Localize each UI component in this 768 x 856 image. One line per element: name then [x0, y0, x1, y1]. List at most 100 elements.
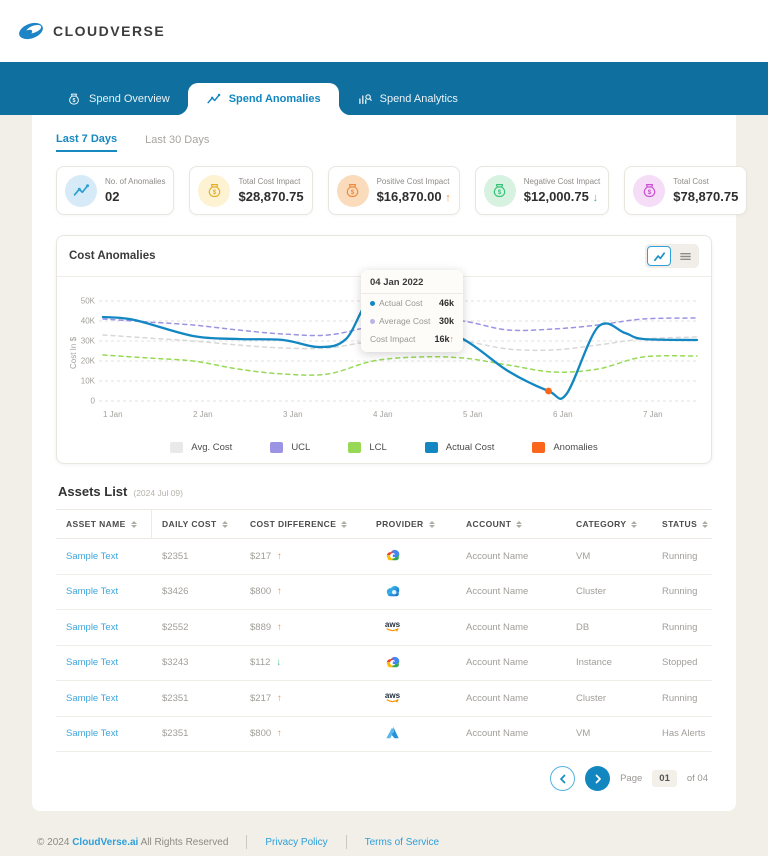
x-tick-label: 1 Jan	[103, 410, 123, 419]
account-name: Account Name	[466, 657, 529, 669]
asset-link[interactable]: Sample Text	[66, 692, 119, 704]
trend-arrow-icon: ↑	[277, 586, 282, 598]
tab-label: Spend Analytics	[379, 93, 458, 105]
column-header-status[interactable]: STATUS	[652, 510, 712, 538]
legend-item: LCL	[348, 442, 387, 453]
cloud-provider-icon	[384, 582, 401, 599]
sort-icon	[341, 520, 348, 528]
page-number-box[interactable]: 01	[652, 770, 677, 787]
stat-label: Total Cost Impact	[238, 177, 301, 186]
brand-link[interactable]: CloudVerse.ai	[72, 836, 139, 848]
next-page-button[interactable]	[585, 766, 611, 791]
tooltip-average-cost: Average Cost 30k	[361, 312, 463, 330]
status: Has Alerts	[662, 728, 706, 740]
category: VM	[576, 550, 591, 562]
money-bag-icon	[198, 174, 231, 207]
gcp-provider-icon	[384, 546, 401, 563]
money-bag-icon	[336, 174, 369, 207]
stat-value: $78,870.75	[673, 189, 739, 204]
trend-arrow-icon: ↑	[277, 692, 282, 704]
app-header: CLOUDVERSE	[0, 0, 768, 62]
stat-value: 02	[105, 189, 120, 204]
column-header-account[interactable]: ACCOUNT	[456, 510, 566, 538]
category: VM	[576, 728, 591, 740]
sort-icon	[702, 520, 709, 528]
y-tick-label: 40K	[81, 317, 96, 326]
tab-label: Spend Overview	[89, 93, 170, 105]
money-bag-icon	[633, 174, 666, 207]
legend-item: Actual Cost	[424, 442, 494, 453]
stat-card-negative-cost-impact: Negative Cost Impact $12,000.75 ↓	[474, 166, 610, 215]
tab-spend-overview[interactable]: Spend Overview	[48, 83, 188, 115]
y-axis-title: Cost In $	[69, 336, 78, 369]
table-row: Sample Text $2552 $889 ↑ Account Name DB …	[56, 610, 712, 646]
money-bag-icon	[483, 174, 516, 207]
main-panel: Last 7 Days Last 30 Days No. of Anomalie…	[32, 115, 748, 811]
tooltip-actual-cost: Actual Cost 46k	[361, 294, 463, 312]
daily-cost: $2351	[162, 728, 189, 740]
category: Instance	[576, 657, 612, 669]
logo-swoosh-icon	[19, 22, 43, 40]
money-bag-icon	[66, 91, 82, 107]
trend-arrow-icon: ↑	[277, 550, 282, 562]
x-tick-label: 4 Jan	[373, 410, 393, 419]
filter-last-7-days[interactable]: Last 7 Days	[56, 133, 118, 152]
table-header: ASSET NAME DAILY COST COST DIFFERENCE PR…	[56, 509, 712, 539]
assets-title: Assets List	[58, 484, 128, 499]
primary-nav: Spend Overview Spend Anomalies Spend Ana…	[0, 62, 768, 115]
aws-provider-icon	[384, 617, 401, 634]
table-row: Sample Text $3243 $112 ↓ Account Name Ins…	[56, 646, 712, 681]
sort-icon	[631, 520, 638, 528]
line-view-button[interactable]	[647, 246, 671, 266]
stat-card-total-cost: Total Cost $78,870.75	[624, 166, 748, 215]
sort-icon	[516, 520, 523, 528]
series-lcl	[102, 354, 698, 376]
daily-cost: $2351	[162, 550, 189, 562]
asset-link[interactable]: Sample Text	[66, 586, 119, 598]
table-row: Sample Text $3426 $800 ↑ Account Name Clu…	[56, 575, 712, 610]
assets-subtitle: (2024 Jul 09)	[133, 488, 183, 498]
legend-item: Anomalies	[532, 442, 598, 453]
footer: © 2024 CloudVerse.ai All Rights Reserved…	[0, 811, 768, 849]
tab-spend-anomalies[interactable]: Spend Anomalies	[175, 83, 351, 115]
daily-cost: $3426	[162, 586, 189, 598]
tooltip-cost-impact: Cost Impact 16k ↑	[370, 334, 454, 344]
column-header-category[interactable]: CATEGORY	[566, 510, 652, 538]
list-view-button[interactable]	[673, 246, 697, 266]
tab-spend-analytics[interactable]: Spend Analytics	[339, 83, 476, 115]
page-total: of 04	[686, 773, 708, 784]
account-name: Account Name	[466, 550, 529, 562]
asset-link[interactable]: Sample Text	[66, 657, 119, 669]
column-header-cost-difference[interactable]: COST DIFFERENCE	[240, 510, 366, 538]
chart-tooltip: 04 Jan 2022 Actual Cost 46k Average Cost…	[361, 270, 463, 352]
chart-title: Cost Anomalies	[69, 250, 156, 262]
y-tick-label: 0	[91, 397, 96, 406]
column-header-asset-name[interactable]: ASSET NAME	[56, 510, 152, 538]
asset-link[interactable]: Sample Text	[66, 550, 119, 562]
cloudverse-logo[interactable]: CLOUDVERSE	[16, 20, 165, 42]
table-row: Sample Text $2351 $217 ↑ Account Name Clu…	[56, 681, 712, 717]
cost-difference: $800 ↑	[250, 586, 282, 598]
trend-arrow-icon: ↑	[277, 728, 282, 740]
account-name: Account Name	[466, 692, 529, 704]
view-toggle	[645, 244, 699, 268]
trend-arrow-icon: ↑	[277, 621, 282, 633]
column-header-daily-cost[interactable]: DAILY COST	[152, 510, 240, 538]
filter-last-30-days[interactable]: Last 30 Days	[145, 134, 210, 146]
privacy-policy-link[interactable]: Privacy Policy	[265, 836, 328, 848]
status: Running	[662, 586, 698, 598]
lcl-swatch	[348, 442, 362, 453]
asset-link[interactable]: Sample Text	[66, 621, 119, 633]
prev-page-button[interactable]	[550, 766, 576, 791]
gcp-provider-icon	[384, 653, 401, 670]
status: Running	[662, 692, 698, 704]
column-header-provider[interactable]: PROVIDER	[366, 510, 456, 538]
pagination: Page 01 of 04	[56, 752, 712, 801]
trend-arrow-icon: ↓	[276, 657, 282, 669]
anomaly-point[interactable]	[545, 387, 552, 395]
x-tick-label: 6 Jan	[553, 410, 573, 419]
anomaly-line-icon	[206, 91, 222, 107]
chevron-left-icon	[559, 774, 565, 783]
asset-link[interactable]: Sample Text	[66, 728, 119, 740]
terms-of-service-link[interactable]: Terms of Service	[364, 836, 440, 848]
